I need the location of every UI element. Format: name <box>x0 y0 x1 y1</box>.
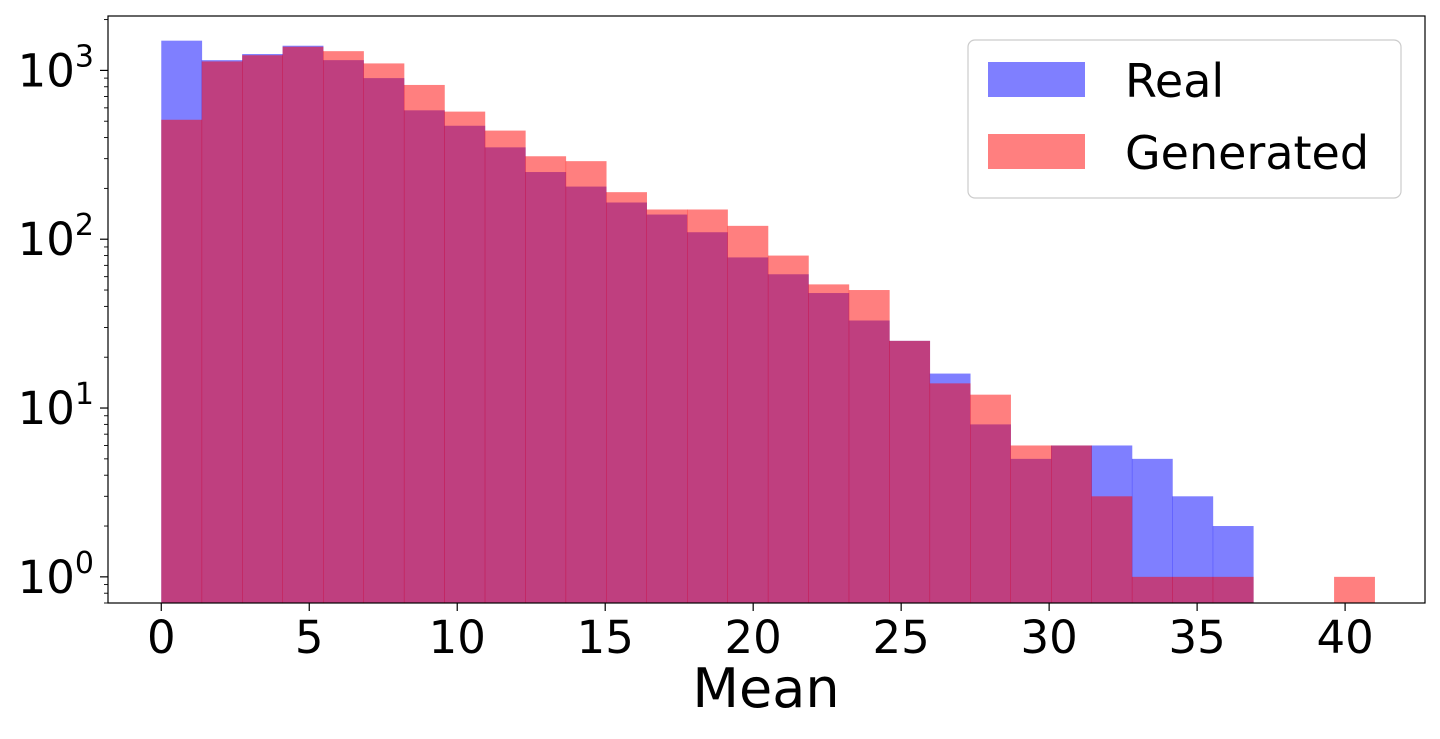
y-tick-label: 101 <box>18 377 94 435</box>
x-tick-label: 5 <box>295 611 324 664</box>
bar-generated-19 <box>929 383 971 603</box>
x-tick-label: 0 <box>147 611 176 664</box>
bar-generated-3 <box>282 46 324 603</box>
bar-generated-12 <box>646 209 688 604</box>
bar-generated-11 <box>606 192 647 603</box>
x-tick-label: 25 <box>873 611 930 664</box>
bar-generated-29 <box>1334 576 1375 603</box>
bar-generated-1 <box>201 61 243 603</box>
bar-generated-25 <box>1172 576 1214 603</box>
x-axis-label: Mean <box>692 657 839 720</box>
bar-generated-16 <box>808 284 850 603</box>
bars-layer <box>161 40 1375 604</box>
bar-generated-10 <box>565 161 607 603</box>
bar-generated-14 <box>727 225 769 603</box>
bar-generated-15 <box>767 255 809 603</box>
bar-generated-18 <box>889 340 931 603</box>
y-tick-label: 103 <box>18 39 94 97</box>
bar-generated-6 <box>403 84 445 603</box>
x-tick-label: 10 <box>429 611 486 664</box>
bar-generated-22 <box>1051 445 1092 603</box>
bar-generated-17 <box>848 290 890 603</box>
bar-generated-20 <box>970 394 1011 603</box>
legend: Real Generated <box>967 39 1402 199</box>
legend-label-generated: Generated <box>1125 126 1369 180</box>
bar-generated-23 <box>1091 496 1133 603</box>
bar-generated-0 <box>161 119 203 603</box>
bar-generated-13 <box>687 209 728 604</box>
x-tick-label: 20 <box>725 611 782 664</box>
bar-generated-26 <box>1212 576 1254 603</box>
bar-generated-9 <box>525 156 567 603</box>
bar-generated-24 <box>1131 576 1173 603</box>
bar-generated-7 <box>444 111 486 604</box>
x-tick-label: 30 <box>1021 611 1078 664</box>
bar-generated-4 <box>323 51 364 604</box>
bar-generated-5 <box>363 63 405 604</box>
bar-generated-21 <box>1010 445 1052 603</box>
bar-generated-2 <box>242 55 283 604</box>
x-axis-ticks: 0 5 10 15 20 25 30 35 40 <box>147 603 1374 664</box>
y-tick-label: 102 <box>18 208 94 266</box>
x-tick-label: 35 <box>1168 611 1225 664</box>
legend-swatch-real <box>988 62 1085 97</box>
y-axis-ticks: 100 101 102 103 <box>18 19 108 604</box>
legend-label-real: Real <box>1125 54 1224 108</box>
x-tick-label: 15 <box>577 611 634 664</box>
bar-generated-8 <box>484 130 526 603</box>
axes-frame <box>107 15 1426 604</box>
y-tick-label: 100 <box>18 546 94 604</box>
series-generated <box>161 46 1375 604</box>
x-tick-label: 40 <box>1316 611 1373 664</box>
legend-swatch-generated <box>988 134 1085 169</box>
